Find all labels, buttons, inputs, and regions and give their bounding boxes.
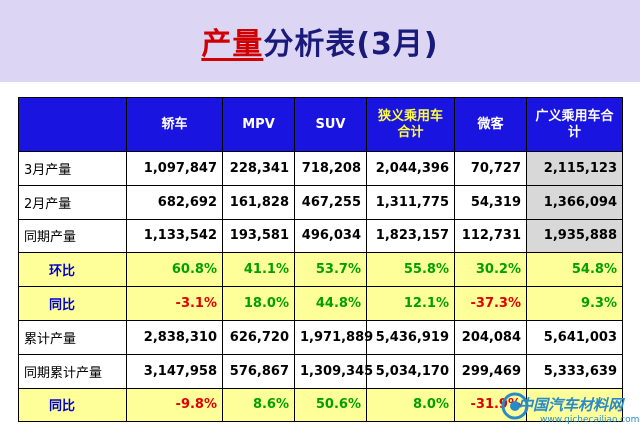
table-cell: 626,720 (222, 319, 295, 355)
header-row: 轿车 MPV SUV 狭义乘用车合计 微客 广义乘用车合计 (18, 97, 623, 152)
table-cell: 44.8% (294, 286, 367, 321)
table-cell: 718,208 (294, 151, 367, 186)
table-cell: 467,255 (294, 184, 367, 220)
table-cell: 1,097,847 (126, 151, 223, 186)
table-cell: 54.8% (526, 252, 623, 288)
table-cell: 8.6% (222, 387, 295, 423)
table-cell: 576,867 (222, 353, 295, 389)
row-label: 同比 (18, 387, 127, 423)
table-cell: 204,084 (454, 319, 527, 355)
table-cell: 496,034 (294, 218, 367, 254)
table-cell: 30.2% (454, 252, 527, 288)
table-row: 2月产量 682,692 161,828 467,255 1,311,775 5… (18, 184, 623, 220)
table-cell: 50.6% (294, 387, 367, 423)
table-cell: 1,366,094 (526, 184, 623, 220)
table-row: 同比 -9.8% 8.6% 50.6% 8.0% -31.9% (18, 387, 623, 423)
table-cell: 5,641,003 (526, 319, 623, 355)
table-cell: 228,341 (222, 151, 295, 186)
table-row: 环比 60.8% 41.1% 53.7% 55.8% 30.2% 54.8% (18, 252, 623, 288)
table-cell: 5,333,639 (526, 353, 623, 389)
table-cell: 41.1% (222, 252, 295, 288)
row-label: 同比 (18, 286, 127, 321)
row-label: 2月产量 (18, 184, 127, 220)
header-cell-broad-total: 广义乘用车合计 (526, 97, 623, 152)
table-cell: 2,838,310 (126, 319, 223, 355)
table-cell: 2,044,396 (366, 151, 455, 186)
table-cell: -3.1% (126, 286, 223, 321)
table-row: 同期累计产量 3,147,958 576,867 1,309,345 5,034… (18, 353, 623, 389)
table-cell: 55.8% (366, 252, 455, 288)
table-cell: 53.7% (294, 252, 367, 288)
watermark-logo-icon (501, 392, 529, 420)
table-cell: 1,971,889 (294, 319, 373, 355)
title-highlight: 产量 (201, 27, 264, 62)
table-row: 累计产量 2,838,310 626,720 1,971,889 5,436,9… (18, 319, 623, 355)
table-cell: 60.8% (126, 252, 223, 288)
row-label: 累计产量 (18, 319, 127, 355)
header-cell-mpv: MPV (222, 97, 295, 152)
row-label: 环比 (18, 252, 127, 288)
table-cell: 70,727 (454, 151, 527, 186)
table-cell: 2,115,123 (526, 151, 623, 186)
row-label: 同期产量 (18, 218, 127, 254)
header-cell-sedan: 轿车 (126, 97, 223, 152)
header-cell-narrow-total: 狭义乘用车合计 (366, 97, 455, 152)
table-cell: -9.8% (126, 387, 223, 423)
row-label: 3月产量 (18, 151, 127, 186)
table-row: 同比 -3.1% 18.0% 44.8% 12.1% -37.3% 9.3% (18, 286, 623, 321)
table-cell: 1,823,157 (366, 218, 455, 254)
table-cell: 1,311,775 (366, 184, 455, 220)
table-cell: 5,436,919 (366, 319, 455, 355)
table-cell: 12.1% (366, 286, 455, 321)
header-cell-empty (18, 97, 127, 152)
header-cell-suv: SUV (294, 97, 367, 152)
table-cell (526, 387, 623, 423)
watermark: 中国汽车材料网 www.qichecailiao.com (500, 380, 640, 431)
watermark-text: 中国汽车材料网 (518, 396, 624, 414)
header-cell-minivan: 微客 (454, 97, 527, 152)
production-table: 轿车 MPV SUV 狭义乘用车合计 微客 广义乘用车合计 3月产量 1,097… (18, 97, 623, 423)
table-cell: 193,581 (222, 218, 295, 254)
table-cell: 1,309,345 (294, 353, 373, 389)
table-row: 3月产量 1,097,847 228,341 718,208 2,044,396… (18, 151, 623, 186)
page-title: 产量分析表(3月) (201, 19, 438, 63)
table-row: 同期产量 1,133,542 193,581 496,034 1,823,157… (18, 218, 623, 254)
table-cell: 1,935,888 (526, 218, 623, 254)
table-cell: 161,828 (222, 184, 295, 220)
watermark-url: www.qichecailiao.com (540, 415, 640, 425)
title-rest: 分析表(3月) (263, 27, 439, 62)
table-cell: 18.0% (222, 286, 295, 321)
table-cell: 8.0% (366, 387, 455, 423)
table-cell: 112,731 (454, 218, 527, 254)
table-cell: 5,034,170 (366, 353, 455, 389)
row-label: 同期累计产量 (18, 353, 127, 389)
table-cell: 3,147,958 (126, 353, 223, 389)
table-cell: 682,692 (126, 184, 223, 220)
table-cell: 54,319 (454, 184, 527, 220)
table-cell: 1,133,542 (126, 218, 223, 254)
title-band: 产量分析表(3月) (0, 0, 640, 82)
table-cell: -37.3% (454, 286, 527, 321)
table-cell: 9.3% (526, 286, 623, 321)
